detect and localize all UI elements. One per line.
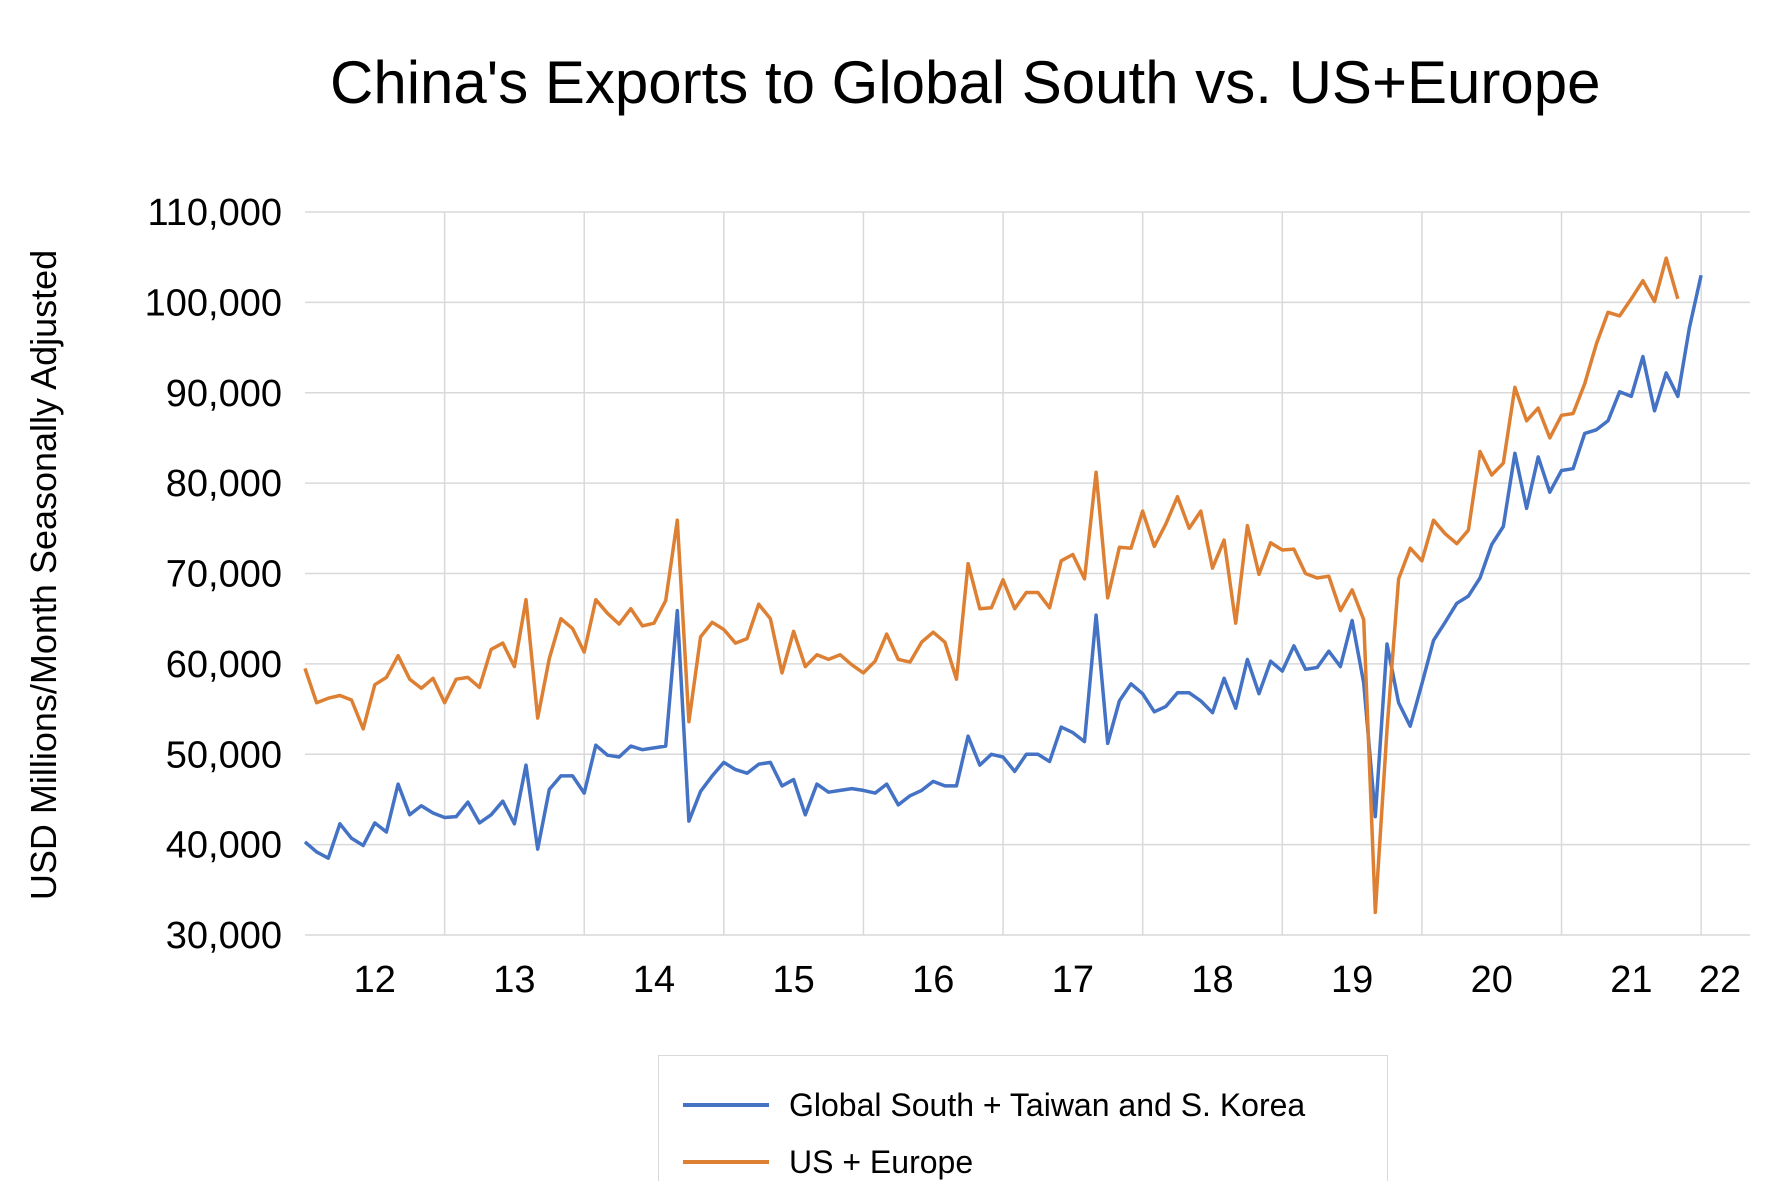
legend-label-global-south: Global South + Taiwan and S. Korea	[789, 1086, 1306, 1123]
x-tick-label: 20	[1471, 959, 1513, 1001]
x-tick-label: 14	[633, 959, 675, 1001]
chart-title: China's Exports to Global South vs. US+E…	[330, 49, 1601, 116]
x-tick-label: 18	[1191, 959, 1233, 1001]
legend: Global South + Taiwan and S. Korea US + …	[658, 1055, 1388, 1181]
x-tick-label: 12	[354, 959, 396, 1001]
x-axis-ticks: 12 13 14 15 16 17 18 19 20 21 22	[354, 959, 1741, 1001]
y-tick-label: 30,000	[166, 915, 282, 957]
x-tick-label: 19	[1331, 959, 1373, 1001]
x-tick-label: 13	[493, 959, 535, 1001]
x-tick-label: 17	[1052, 959, 1094, 1001]
legend-item-global-south: Global South + Taiwan and S. Korea	[683, 1085, 1305, 1125]
legend-swatch-us-europe	[683, 1160, 769, 1164]
x-tick-label: 21	[1610, 959, 1652, 1001]
gridlines	[305, 211, 1750, 936]
y-tick-label: 40,000	[166, 825, 282, 867]
x-tick-label: 15	[773, 959, 815, 1001]
series-lines	[303, 256, 1703, 915]
y-axis-ticks: 30,000 40,000 50,000 60,000 70,000 80,000 90,0…	[145, 192, 282, 957]
legend-label-us-europe: US + Europe	[789, 1143, 974, 1180]
legend-item-us-europe: US + Europe	[683, 1142, 973, 1182]
y-tick-label: 110,000	[147, 192, 282, 234]
y-tick-label: 50,000	[166, 734, 282, 776]
y-tick-label: 90,000	[166, 373, 282, 415]
x-tick-label: 22	[1699, 959, 1741, 1001]
y-tick-label: 60,000	[166, 644, 282, 686]
legend-swatch-global-south	[683, 1103, 769, 1107]
x-tick-label: 16	[912, 959, 954, 1001]
y-tick-label: 100,000	[145, 282, 282, 324]
series-line-global-south	[303, 274, 1703, 860]
y-tick-label: 80,000	[166, 463, 282, 505]
line-chart: 30,000 40,000 50,000 60,000 70,000 80,000 90,0…	[23, 192, 1750, 1001]
series-line-us-europe	[303, 256, 1680, 915]
y-tick-label: 70,000	[166, 554, 282, 596]
y-axis-label: USD Millions/Month Seasonally Adjusted	[23, 250, 64, 900]
